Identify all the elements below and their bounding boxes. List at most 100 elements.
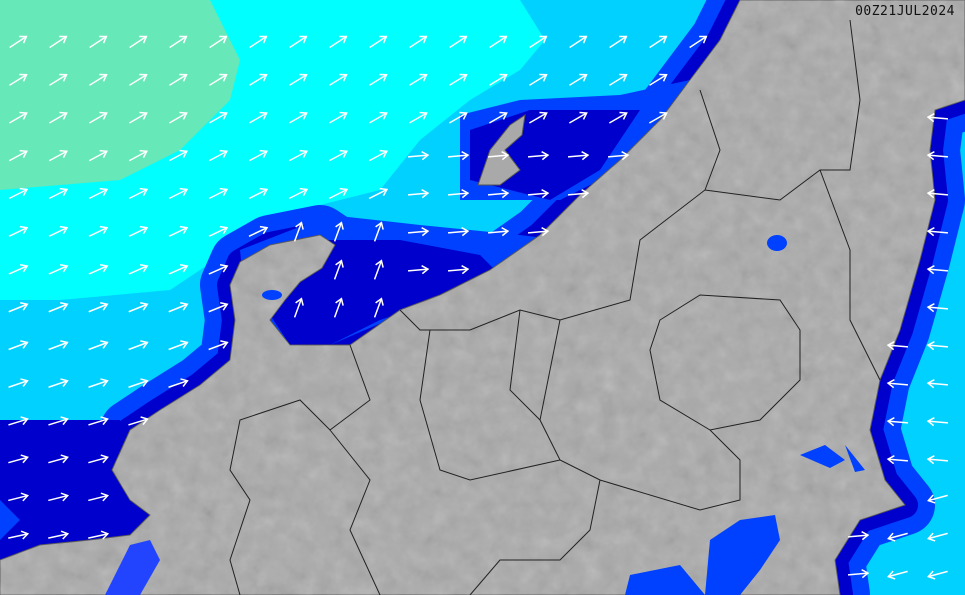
wind-arrow-icon xyxy=(328,111,348,124)
wind-arrow-icon xyxy=(48,111,68,124)
wind-arrow-icon xyxy=(927,570,948,580)
wind-arrow-icon xyxy=(8,492,30,502)
wind-arrow-icon xyxy=(487,189,510,199)
wind-arrow-icon xyxy=(49,73,68,86)
wind-arrow-icon xyxy=(88,340,109,351)
wind-arrow-icon xyxy=(527,151,550,161)
wind-arrow-icon xyxy=(168,111,188,124)
wind-arrow-icon xyxy=(88,492,110,502)
tokyo-bay xyxy=(705,515,780,595)
wind-arrow-icon xyxy=(926,265,949,275)
wind-arrow-icon xyxy=(489,35,508,49)
wind-arrow-icon xyxy=(128,378,149,388)
lake-biwa xyxy=(105,540,160,595)
wind-arrow-icon xyxy=(293,221,304,242)
wind-arrow-icon xyxy=(8,530,30,540)
toyama-max xyxy=(270,240,500,345)
wind-arrow-icon xyxy=(48,340,69,351)
wind-arrow-icon xyxy=(88,263,109,275)
wind-arrow-icon xyxy=(609,73,628,86)
wind-arrow-icon xyxy=(8,149,28,162)
wind-arrow-icon xyxy=(927,494,948,504)
wind-arrow-icon xyxy=(529,73,548,86)
wind-arrow-icon xyxy=(88,530,110,540)
wind-arrow-icon xyxy=(128,187,149,200)
wind-arrow-icon xyxy=(48,416,69,426)
wind-arrow-icon xyxy=(128,340,149,351)
wind-arrow-icon xyxy=(48,149,68,162)
wind-arrow-icon xyxy=(407,189,430,199)
wind-arrow-icon xyxy=(168,340,189,351)
wind-arrow-icon xyxy=(886,455,909,465)
wind-arrow-icon xyxy=(209,73,228,86)
wind-arrow-icon xyxy=(926,341,949,351)
wind-arrow-icon xyxy=(409,35,428,49)
wind-arrow-icon xyxy=(373,297,384,318)
wind-arrow-icon xyxy=(487,227,510,237)
wind-arrow-icon xyxy=(8,111,28,124)
wind-arrow-icon xyxy=(8,340,29,351)
wind-arrow-icon xyxy=(249,35,268,49)
wind-arrow-icon xyxy=(168,263,189,275)
wind-arrow-icon xyxy=(926,227,949,237)
wind-arrow-icon xyxy=(648,111,668,124)
wind-arrow-icon xyxy=(88,187,109,200)
wind-arrow-icon xyxy=(129,35,148,49)
timestamp-label: 00Z21JUL2024 xyxy=(855,4,955,19)
wind-arrow-icon xyxy=(168,302,189,313)
wind-arrow-icon xyxy=(368,187,389,200)
wind-arrow-icon xyxy=(886,417,909,427)
wind-arrow-icon xyxy=(248,225,269,237)
wind-arrow-icon xyxy=(373,221,384,242)
wind-arrow-icon xyxy=(8,225,29,237)
wind-arrow-icon xyxy=(128,149,148,162)
wind-arrow-icon xyxy=(407,151,430,161)
wind-arrow-icon xyxy=(568,111,588,124)
wind-arrow-icon xyxy=(249,73,268,86)
wind-arrow-icon xyxy=(88,149,108,162)
wind-arrow-icon xyxy=(527,189,550,199)
wind-arrow-icon xyxy=(368,149,388,162)
wind-arrow-icon xyxy=(926,379,949,389)
wind-arrow-icon xyxy=(487,151,510,161)
wind-arrow-icon xyxy=(88,111,108,124)
wind-arrow-icon xyxy=(288,149,308,162)
wind-arrow-icon xyxy=(88,302,109,313)
wind-arrow-icon xyxy=(408,111,428,124)
wind-arrow-icon xyxy=(528,111,548,124)
wind-arrow-icon xyxy=(168,149,188,162)
wind-arrow-icon xyxy=(48,302,69,313)
wakasa-max xyxy=(0,420,140,560)
wind-arrow-icon xyxy=(447,265,470,275)
wind-arrow-icon xyxy=(567,189,590,199)
wind-arrow-icon xyxy=(328,149,348,162)
wind-arrow-icon xyxy=(649,35,668,49)
wind-arrow-icon xyxy=(449,73,468,86)
wind-arrow-icon xyxy=(88,378,109,388)
wind-arrow-icon xyxy=(926,303,949,313)
wind-arrow-icon xyxy=(567,151,590,161)
wind-arrow-icon xyxy=(887,532,908,542)
wind-arrow-icon xyxy=(169,35,188,49)
wind-arrow-icon xyxy=(9,35,28,49)
wind-arrow-icon xyxy=(886,379,909,389)
wind-arrow-icon xyxy=(8,187,29,200)
wind-arrow-icon xyxy=(926,417,949,427)
wind-arrow-icon xyxy=(289,35,308,49)
nanao-bay xyxy=(262,290,282,300)
wind-arrow-icon xyxy=(8,263,29,275)
wind-arrow-icon xyxy=(569,35,588,49)
wind-arrow-icon xyxy=(208,149,228,162)
wind-arrow-icon xyxy=(208,340,229,351)
wind-arrow-icon xyxy=(88,416,109,426)
wind-arrow-icon xyxy=(288,187,309,200)
wind-arrow-icon xyxy=(847,531,870,541)
wind-arrow-icon xyxy=(649,73,668,86)
wind-arrow-icon xyxy=(926,113,949,123)
wind-arrow-icon xyxy=(89,35,108,49)
wind-arrows xyxy=(8,35,949,580)
sagami-bay xyxy=(625,565,705,595)
wind-arrow-icon xyxy=(926,189,949,199)
